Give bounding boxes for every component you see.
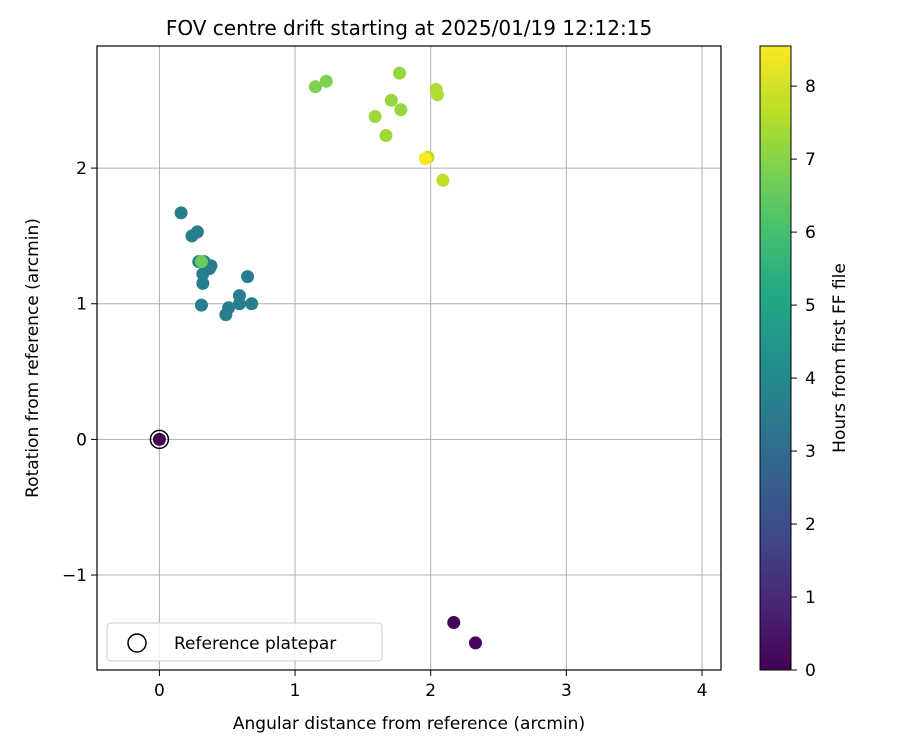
data-point-25 <box>394 103 408 117</box>
data-point-9 <box>196 276 210 290</box>
colorbar-ticks: 0 1 2 3 4 5 6 7 8 <box>791 77 816 681</box>
data-point-20 <box>308 80 322 94</box>
data-point-28 <box>430 88 444 102</box>
data-points <box>152 66 482 650</box>
colorbar-tick-label-1: 1 <box>805 588 816 608</box>
data-point-5 <box>190 225 204 239</box>
legend-entry-reference-platepar: Reference platepar <box>174 634 336 654</box>
colorbar-tick-label-6: 6 <box>805 223 816 243</box>
x-tick-label-3: 3 <box>561 681 572 701</box>
y-tick-label-0: −1 <box>62 566 87 586</box>
data-point-30 <box>436 173 450 187</box>
data-point-0 <box>152 432 166 446</box>
data-point-15 <box>232 297 246 311</box>
chart-title: FOV centre drift starting at 2025/01/19 … <box>166 16 652 40</box>
data-point-31 <box>418 152 432 166</box>
data-point-24 <box>368 110 382 124</box>
reference-platepar-marker <box>149 429 170 450</box>
y-tick-label-2: 1 <box>76 295 87 315</box>
x-tick-label-1: 1 <box>290 681 301 701</box>
data-point-2 <box>468 636 482 650</box>
colorbar-tick-label-0: 0 <box>805 661 816 681</box>
colorbar-tick-label-3: 3 <box>805 442 816 462</box>
legend-reference-marker-icon <box>127 633 147 653</box>
reference-marker-layer <box>149 429 170 450</box>
colorbar-tick-label-2: 2 <box>805 515 816 535</box>
legend-box <box>106 622 383 662</box>
data-point-1 <box>447 616 461 630</box>
colorbar: 0 1 2 3 4 5 6 7 8 Hours from first FF file <box>759 45 850 681</box>
grid-lines <box>97 46 721 670</box>
data-point-16 <box>245 297 259 311</box>
x-tick-label-2: 2 <box>425 681 436 701</box>
data-point-18 <box>219 308 233 322</box>
x-tick-label-0: 0 <box>154 681 165 701</box>
data-point-23 <box>384 93 398 107</box>
y-axis-label: Rotation from reference (arcmin) <box>23 218 43 498</box>
colorbar-gradient <box>759 45 792 671</box>
data-point-19 <box>194 255 208 269</box>
y-axis-ticks: −1 0 1 2 <box>62 159 97 586</box>
data-point-26 <box>379 129 393 143</box>
plot-frame <box>96 45 722 671</box>
data-point-21 <box>319 74 333 88</box>
y-tick-label-1: 0 <box>76 430 87 450</box>
legend: Reference platepar <box>106 622 383 662</box>
y-tick-label-3: 2 <box>76 159 87 179</box>
data-point-13 <box>241 270 255 284</box>
data-point-3 <box>174 206 188 220</box>
colorbar-tick-label-8: 8 <box>805 77 816 97</box>
colorbar-tick-label-4: 4 <box>805 369 816 389</box>
colorbar-label: Hours from first FF file <box>830 263 850 453</box>
colorbar-tick-label-5: 5 <box>805 296 816 316</box>
x-tick-label-4: 4 <box>697 681 708 701</box>
colorbar-tick-label-7: 7 <box>805 150 816 170</box>
x-axis-label: Angular distance from reference (arcmin) <box>233 714 585 734</box>
x-axis-ticks: 0 1 2 3 4 <box>154 670 707 701</box>
data-point-12 <box>194 298 208 312</box>
data-point-22 <box>393 66 407 80</box>
